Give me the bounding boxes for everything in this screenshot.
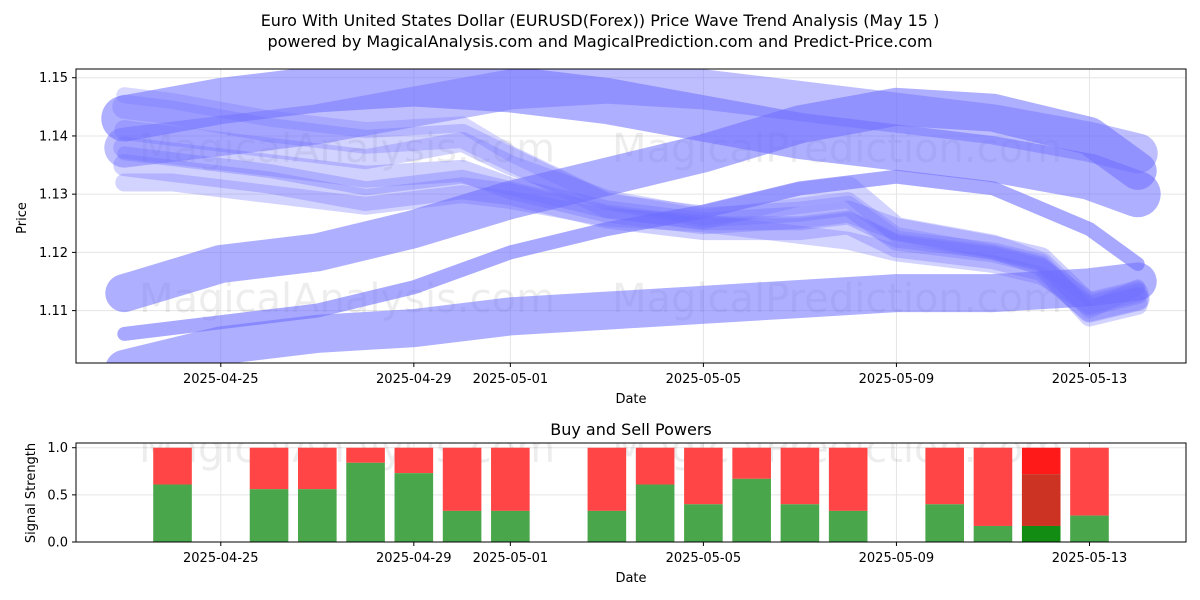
price-plot-frame [75,68,1187,364]
signal-x-ticks: 2025-04-25 2025-04-29 2025-05-01 2025-05-05… [183,542,1127,566]
wave-series-12 [117,146,1145,306]
x-tick-label: 2025-05-01 [473,551,549,566]
sell-bar [587,447,627,511]
wave-series-10 [115,173,1147,314]
price-panel: MagicalAnalysis.com MagicalPrediction.co… [15,68,1187,407]
signal-title: Buy and Sell Powers [550,420,712,439]
y-tick-label: 0.5 [47,488,68,503]
buy-bar [249,489,289,542]
buy-bar [1070,515,1109,542]
wave-series-5 [117,169,1145,341]
y-tick-label: 1.14 [39,129,68,144]
sell-bar [153,447,192,485]
buy-bar [925,504,964,542]
x-tick-label: 2025-04-25 [183,551,259,566]
x-tick-label: 2025-05-09 [859,551,935,566]
price-x-axis-label: Date [615,392,646,407]
y-tick-label: 1.12 [39,246,68,261]
sell-bar [298,447,337,490]
wave-series-11 [116,87,1146,319]
x-tick-label: 2025-05-13 [1052,551,1128,566]
x-tick-label: 2025-05-09 [859,372,935,387]
price-y-ticks: 1.11 1.12 1.13 1.14 1.15 [39,71,76,319]
buy-bar [732,478,771,542]
sell-bar [491,447,530,511]
signal-bars-group [153,447,1109,542]
buy-bar [394,473,434,542]
wave-series-8 [113,154,1149,322]
wave-series-4 [104,69,1158,174]
price-x-ticks: 2025-04-25 2025-04-29 2025-05-01 2025-05-05… [183,363,1127,387]
price-y-axis-label: Price [15,202,30,234]
buy-bar [973,525,1013,542]
buy-bar [346,462,385,542]
buy-bar [828,510,868,542]
chart-subtitle: powered by MagicalAnalysis.com and Magic… [267,32,932,51]
x-tick-label: 2025-05-05 [666,551,742,566]
sell-bar [732,447,771,479]
buy-bar [1021,525,1061,542]
signal-panel: Buy and Sell Powers MagicalAnalysis.com … [24,420,1187,586]
buy-bar [635,484,675,542]
sell-bar [1021,447,1061,475]
sell-bar [828,447,868,511]
sell-bar [394,447,434,474]
sell-bar [973,447,1013,526]
sell-bar [346,447,385,463]
wave-series-7 [113,136,1149,316]
sell-bar [925,447,964,505]
sell-bar [442,447,482,511]
wave-series-6 [112,94,1150,323]
x-tick-label: 2025-05-05 [666,372,742,387]
sell-bar [684,447,723,505]
y-tick-label: 1.0 [47,441,68,456]
signal-y-axis-label: Signal Strength [24,443,39,543]
sell-bar [249,447,289,490]
buy-bar [153,484,192,542]
wave-series-2 [105,87,1157,313]
sell-bar [780,447,820,505]
x-tick-label: 2025-04-25 [183,372,259,387]
y-tick-label: 1.13 [39,188,68,203]
overlap-bar [1021,474,1061,526]
sell-bar [635,447,675,485]
y-tick-label: 1.15 [39,71,68,86]
chart-title: Euro With United States Dollar (EURUSD(F… [261,11,940,30]
buy-bar [491,510,530,542]
signal-plot-frame [75,442,1187,543]
x-tick-label: 2025-04-29 [376,551,452,566]
wave-series-3 [101,69,1161,218]
buy-bar [587,510,627,542]
watermark-text: MagicalAnalysis.com [139,126,555,172]
x-tick-label: 2025-05-01 [473,372,549,387]
signal-x-axis-label: Date [615,571,646,586]
sell-bar [1070,447,1109,516]
wave-series-9 [114,120,1148,327]
buy-bar [684,504,723,542]
x-tick-label: 2025-05-13 [1052,372,1128,387]
wave-series-group [101,69,1161,363]
x-tick-label: 2025-04-29 [376,372,452,387]
signal-y-ticks: 0.0 0.5 1.0 [47,441,76,551]
y-tick-label: 1.11 [39,304,68,319]
buy-bar [780,504,820,542]
y-tick-label: 0.0 [47,536,68,551]
buy-bar [442,510,482,542]
wave-series-1 [106,262,1157,363]
buy-bar [298,489,337,542]
